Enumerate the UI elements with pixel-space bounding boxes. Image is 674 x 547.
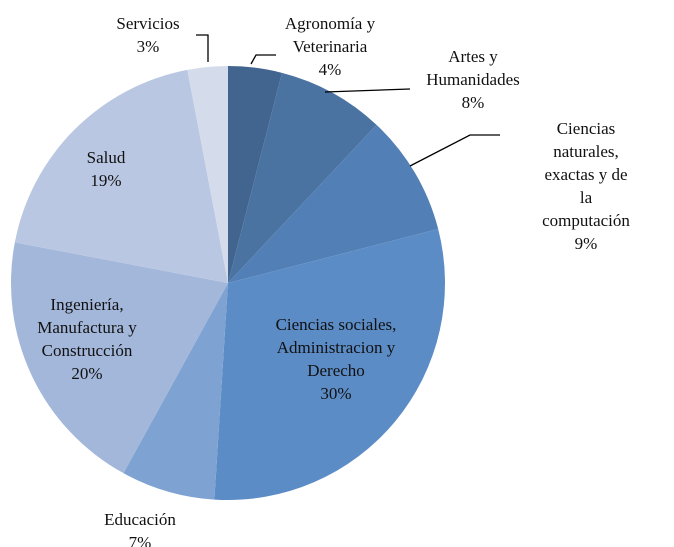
slice-label: Ciencias sociales, Administracion y Dere… (276, 313, 397, 405)
value-label: 3% (136, 37, 160, 56)
leader-line (409, 134, 500, 167)
leader-line (324, 88, 411, 93)
slices (10, 66, 445, 501)
leader-line (250, 54, 276, 65)
slice-label: Ciencias naturales, exactas y de la comp… (542, 117, 630, 255)
slice-label: Artes y Humanidades 8% (426, 45, 519, 114)
category-label: Agronomía y Veterinaria (284, 14, 376, 56)
pie-slice (123, 283, 228, 500)
pie-slice (228, 66, 282, 283)
category-label: Ciencias sociales, Administracion y Dere… (275, 315, 397, 380)
pie-slice (14, 69, 228, 284)
pie-slice (228, 124, 439, 283)
value-label: 8% (461, 93, 485, 112)
category-label: Ciencias naturales, exactas y de la comp… (542, 119, 630, 230)
slice-label: Servicios 3% (116, 12, 179, 58)
slice-label: Agronomía y Veterinaria 4% (285, 12, 375, 81)
category-label: Servicios (116, 14, 180, 33)
slice-label: Educación 7% (104, 508, 176, 547)
pie-slice (214, 229, 445, 501)
value-label: 7% (128, 533, 152, 547)
value-label: 30% (320, 384, 352, 403)
category-label: Artes y Humanidades (426, 47, 520, 89)
slice-label: Ingeniería, Manufactura y Construcción 20… (37, 293, 137, 385)
value-label: 4% (318, 60, 342, 79)
category-label: Educación (104, 510, 176, 529)
slice-label: Salud 19% (87, 146, 126, 192)
pie-slice (228, 72, 377, 284)
pie-slice (10, 242, 228, 474)
pie-slice (187, 66, 228, 283)
value-label: 20% (71, 364, 103, 383)
leader-line (196, 34, 209, 62)
value-label: 19% (90, 171, 122, 190)
category-label: Salud (86, 148, 126, 167)
value-label: 9% (574, 234, 598, 253)
category-label: Ingeniería, Manufactura y Construcción (37, 295, 137, 360)
